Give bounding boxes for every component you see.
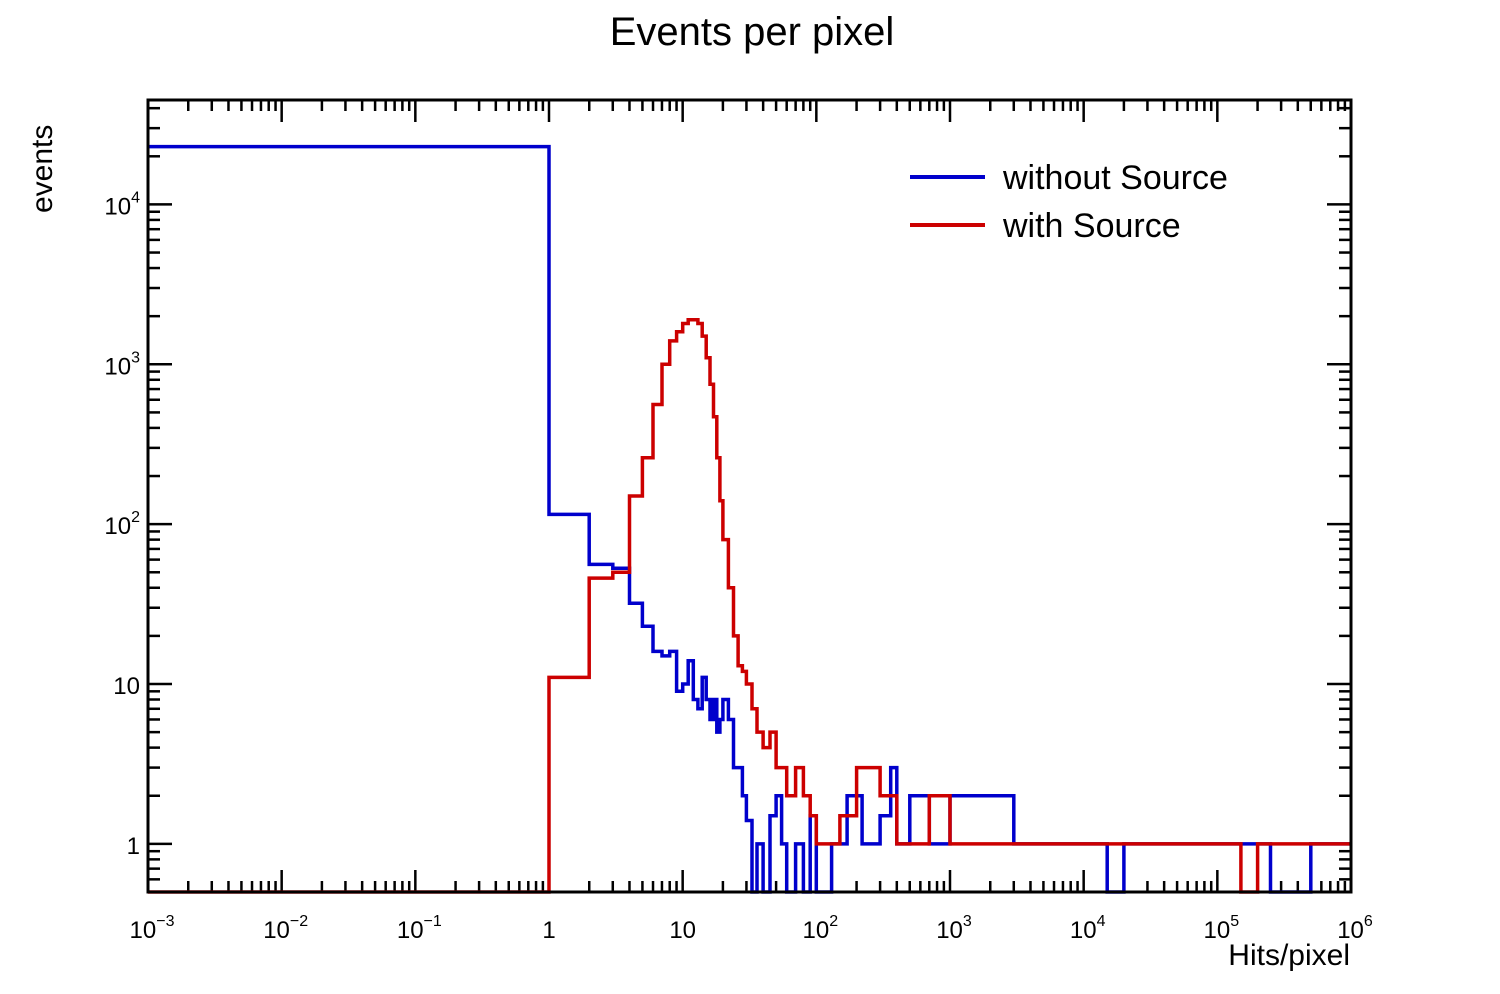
- y-tick-label: 10: [113, 673, 140, 700]
- plot-frame: [146, 98, 1353, 894]
- x-tick-label: 10−2: [263, 913, 308, 944]
- y-tick-label: 1: [127, 833, 140, 860]
- legend: without Source with Source: [910, 159, 1228, 245]
- x-tick-label: 1: [542, 917, 555, 944]
- x-tick-label: 102: [803, 913, 839, 944]
- x-tick-label: 10: [669, 917, 696, 944]
- x-tick-label: 10−3: [130, 913, 175, 944]
- x-tick-label: 106: [1337, 913, 1373, 944]
- chart-title: Events per pixel: [610, 10, 895, 54]
- x-axis-label: Hits/pixel: [1228, 939, 1350, 972]
- x-tick-label: 105: [1204, 913, 1240, 944]
- x-tick-label: 103: [936, 913, 972, 944]
- y-tick-label: 104: [104, 189, 140, 220]
- x-tick-label: 104: [1070, 913, 1106, 944]
- series-line-with-source: [148, 317, 1351, 894]
- y-tick-label: 102: [104, 509, 140, 540]
- legend-label: with Source: [1002, 207, 1181, 245]
- series-line-without-source: [148, 144, 1351, 894]
- y-axis-label: events: [26, 125, 59, 213]
- series-layer: [148, 144, 1351, 894]
- x-tick-label: 10−1: [397, 913, 442, 944]
- axis-ticks: 10−3 10−2 10−1 1 10 102 103 104 105 106 1 10 102 103 1…: [104, 100, 1373, 944]
- legend-label: without Source: [1002, 159, 1228, 197]
- y-tick-label: 103: [104, 349, 140, 380]
